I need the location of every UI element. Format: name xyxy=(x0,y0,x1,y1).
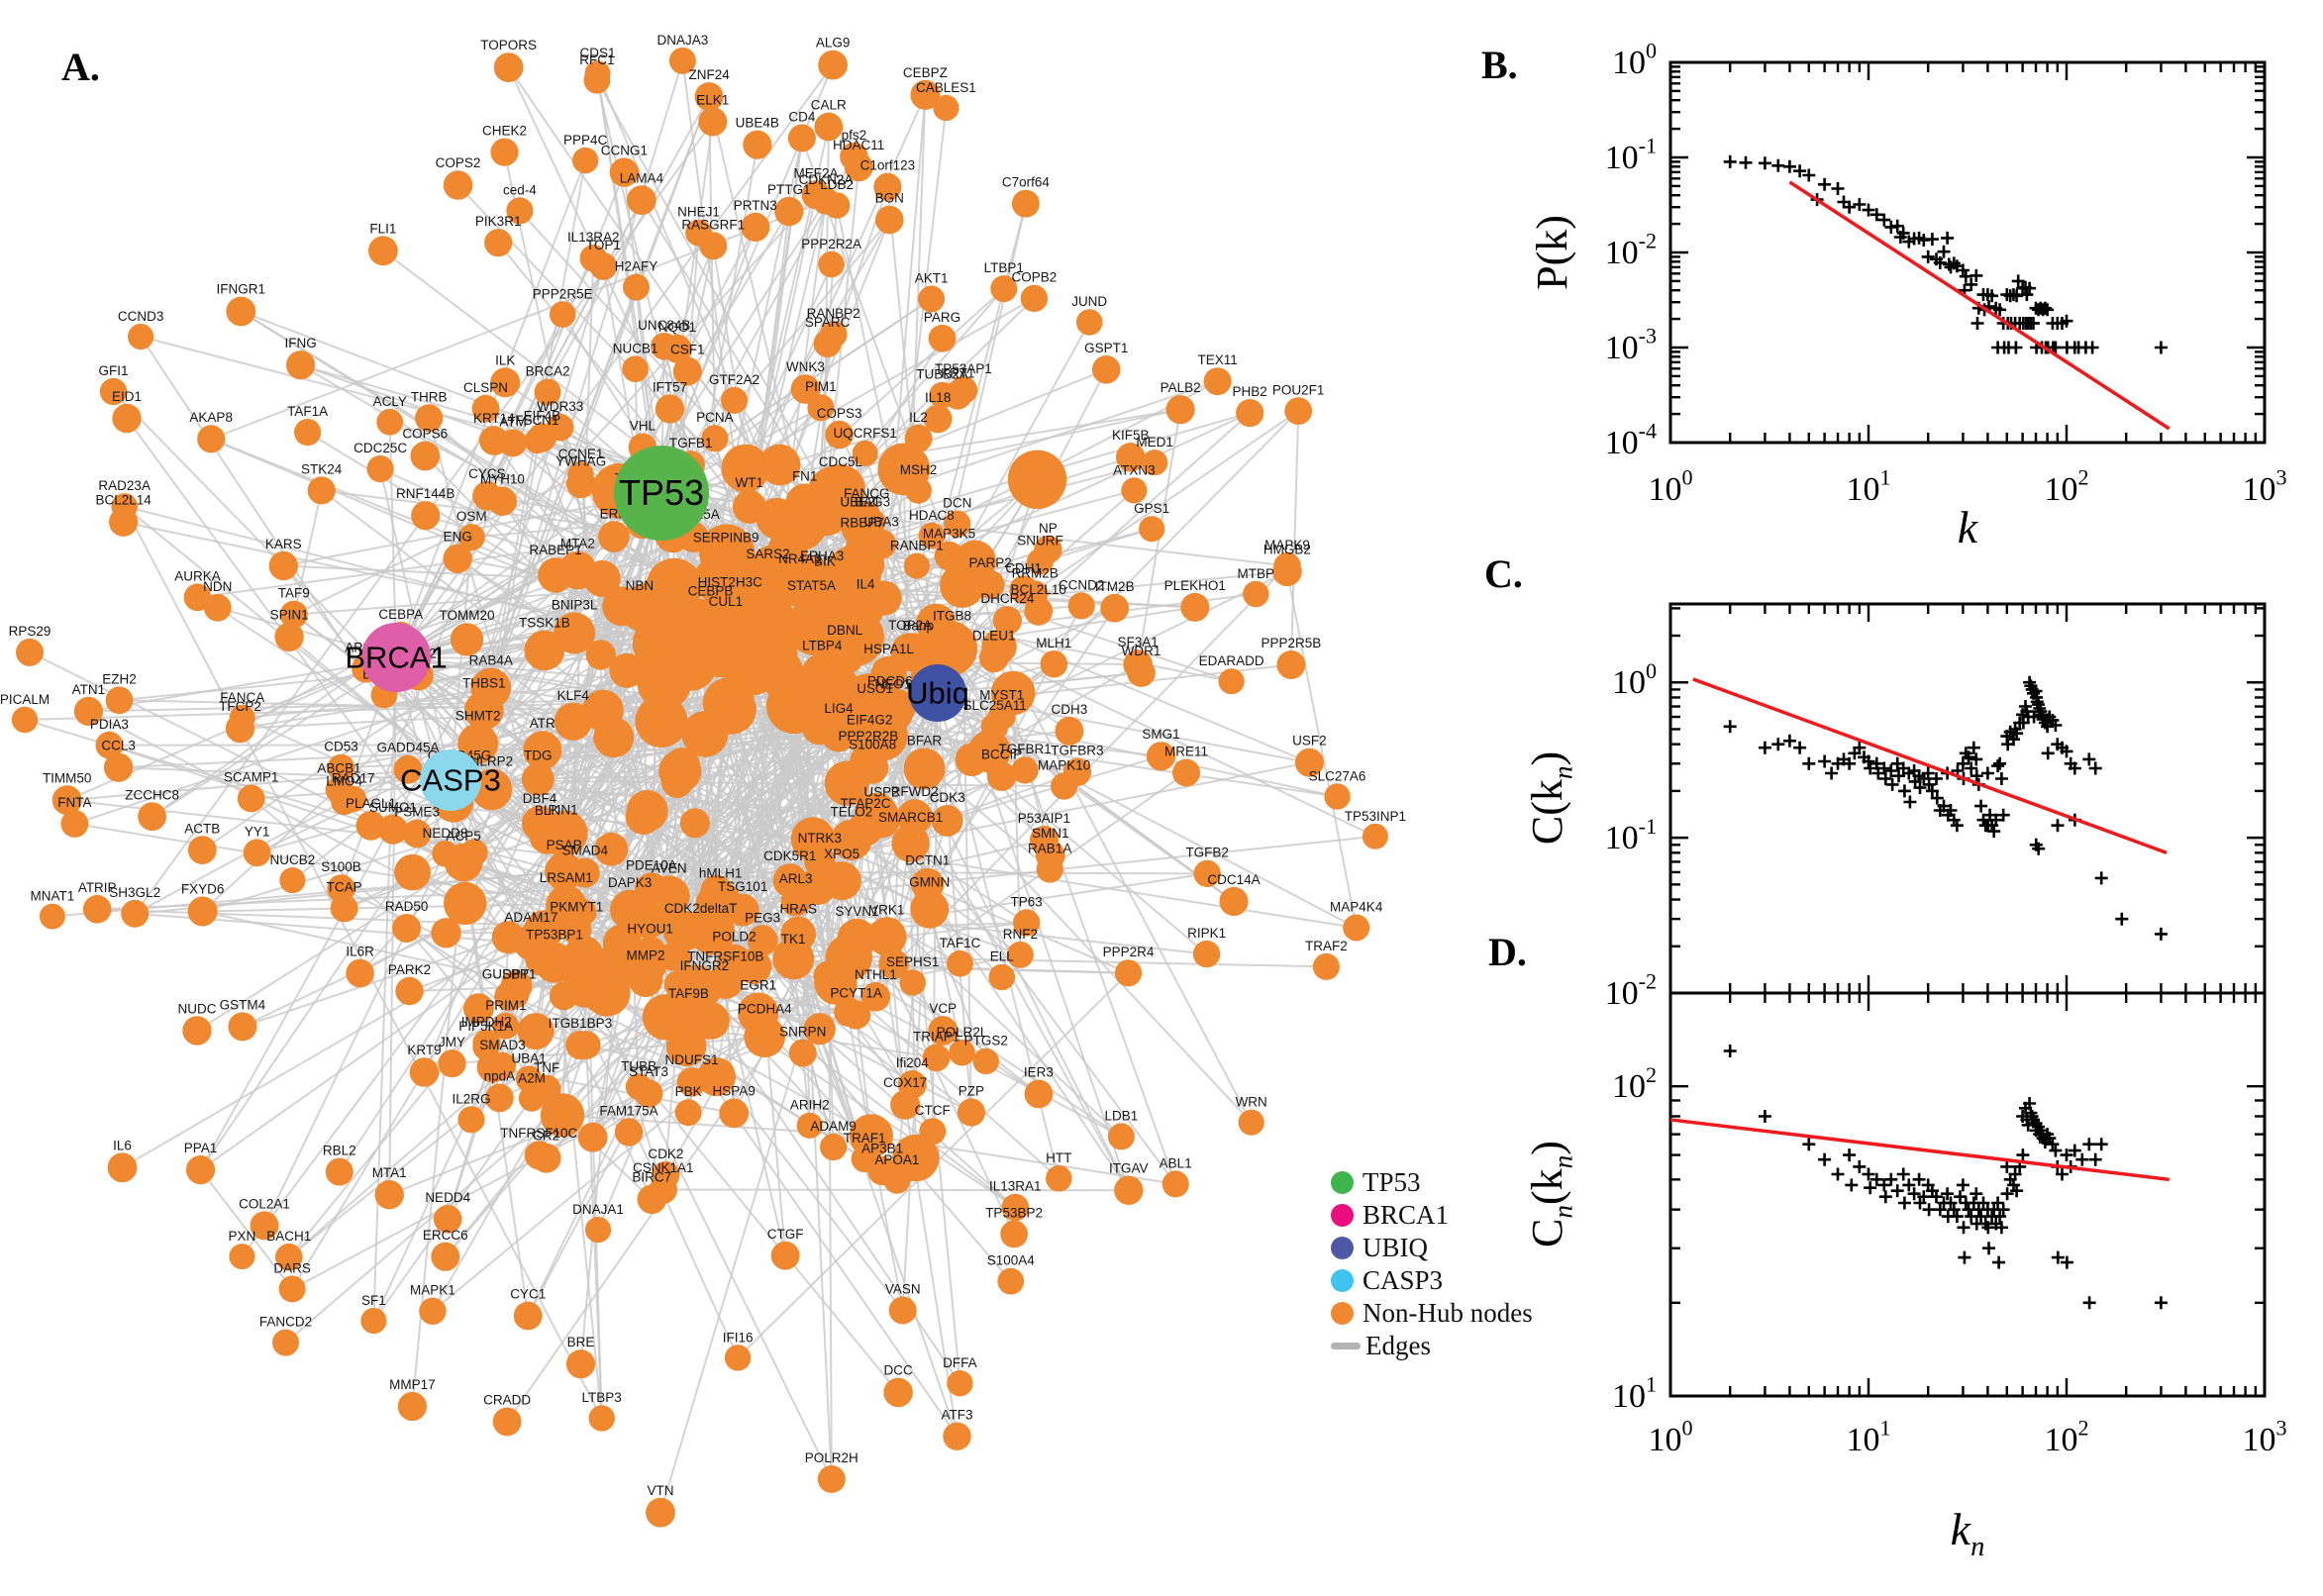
svg-text:101: 101 xyxy=(1612,1372,1657,1415)
svg-text:k: k xyxy=(1958,502,1979,552)
legend-label: CASP3 xyxy=(1363,1265,1444,1295)
legend-item-non-hub-nodes: Non-Hub nodes xyxy=(1331,1297,1533,1330)
legend-label: BRCA1 xyxy=(1363,1200,1450,1230)
svg-text:102: 102 xyxy=(2044,1416,2088,1458)
legend-item-tp53: TP53 xyxy=(1331,1166,1533,1199)
legend: TP53 BRCA1 UBIQ CASP3 Non-Hub nodes Edges xyxy=(1331,1166,1533,1362)
scatter-points-C xyxy=(1723,675,2168,941)
svg-text:103: 103 xyxy=(2242,465,2286,508)
legend-item-ubiq: UBIQ xyxy=(1331,1232,1533,1264)
legend-color-dot xyxy=(1331,1302,1354,1325)
panel-b-label: B. xyxy=(1481,43,1518,87)
svg-text:C(kn): C(kn) xyxy=(1523,751,1578,845)
svg-text:P(k): P(k) xyxy=(1528,215,1576,290)
legend-item-brca1: BRCA1 xyxy=(1331,1199,1533,1232)
svg-text:10-1: 10-1 xyxy=(1605,814,1657,856)
legend-item-casp3: CASP3 xyxy=(1331,1264,1533,1297)
panel-d-label: D. xyxy=(1488,930,1527,974)
panel-c-label: C. xyxy=(1484,551,1523,596)
hub-node-brca1: BRCA1 xyxy=(345,623,448,692)
svg-text:100: 100 xyxy=(1612,39,1657,81)
legend-label: Non-Hub nodes xyxy=(1363,1298,1533,1328)
scatter-points-D xyxy=(1723,1045,2168,1310)
svg-text:103: 103 xyxy=(2242,1416,2286,1458)
legend-color-dot xyxy=(1331,1171,1354,1194)
legend-color-dot xyxy=(1331,1237,1354,1259)
fit-line-B xyxy=(1788,180,2171,431)
legend-label: TP53 xyxy=(1363,1167,1421,1197)
svg-text:100: 100 xyxy=(1648,1416,1692,1458)
hub-node-tp53: TP53 xyxy=(614,446,709,541)
svg-text:kn: kn xyxy=(1951,1504,1985,1562)
legend-edge-line xyxy=(1331,1343,1361,1349)
svg-text:101: 101 xyxy=(1846,465,1890,508)
svg-text:10-2: 10-2 xyxy=(1605,969,1657,1012)
svg-text:101: 101 xyxy=(1846,1416,1890,1458)
legend-item-edges: Edges xyxy=(1331,1330,1533,1362)
svg-text:100: 100 xyxy=(1648,465,1692,508)
svg-text:100: 100 xyxy=(1612,658,1657,701)
network-nodes xyxy=(11,47,1388,1528)
svg-text:102: 102 xyxy=(1612,1062,1657,1105)
legend-label: UBIQ xyxy=(1363,1233,1428,1262)
plot-panel-C: 100 10-1 10-2 C(kn) xyxy=(1523,602,2267,1012)
svg-text:10-4: 10-4 xyxy=(1605,419,1657,461)
panel-a-label: A. xyxy=(61,45,100,89)
network-hub-nodes: TP53 BRCA1 CASP3 Ubiq xyxy=(345,446,969,811)
svg-text:10-1: 10-1 xyxy=(1605,134,1657,176)
fit-line-D xyxy=(1669,1118,2170,1182)
svg-text:10-2: 10-2 xyxy=(1605,229,1657,271)
legend-color-dot xyxy=(1331,1204,1354,1227)
hub-node-casp3: CASP3 xyxy=(400,749,501,811)
svg-text:10-3: 10-3 xyxy=(1605,324,1657,366)
hub-node-ubiq: Ubiq xyxy=(906,664,969,722)
scatter-points-B xyxy=(1723,154,2168,354)
fit-line-C xyxy=(1692,677,2168,854)
legend-color-dot xyxy=(1331,1269,1354,1292)
svg-text:102: 102 xyxy=(2044,465,2088,508)
legend-label: Edges xyxy=(1365,1331,1431,1360)
